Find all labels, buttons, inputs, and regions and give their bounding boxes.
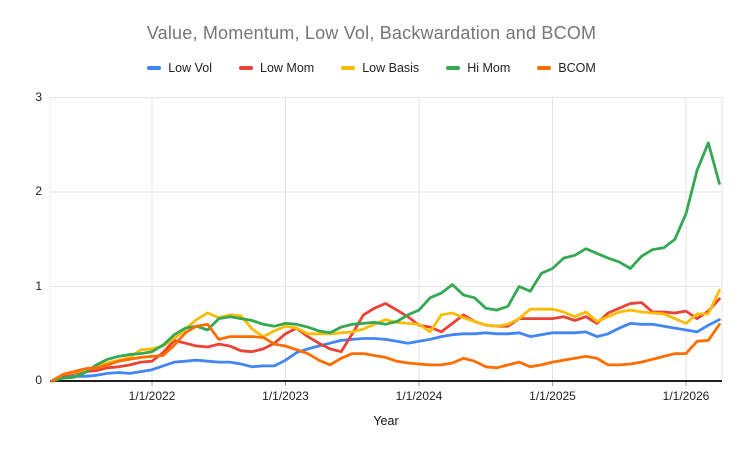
legend-item-low-vol[interactable]: Low Vol [147,61,212,75]
legend-item-low-basis[interactable]: Low Basis [341,61,419,75]
x-axis-tick-label: 1/1/2023 [262,389,309,403]
x-axis-tick-label: 1/1/2024 [395,389,443,403]
legend-item-low-mom[interactable]: Low Mom [239,61,314,75]
y-axis-tick-label: 0 [35,373,42,387]
x-axis-tick-label: 1/1/2025 [529,389,576,403]
x-axis-tick-label: 1/1/2022 [128,389,176,403]
x-axis-tick-label: 1/1/2026 [662,389,710,403]
series-line-low-vol [50,318,721,383]
series-line-hi-mom [50,141,721,383]
legend-swatch-icon [537,66,552,70]
y-axis-tick-label: 2 [35,184,42,198]
chart-title: Value, Momentum, Low Vol, Backwardation … [146,23,597,43]
legend-swatch-icon [341,66,356,70]
series-line-low-mom [50,297,721,383]
legend-item-bcom[interactable]: BCOM [537,61,596,75]
legend-item-label: Hi Mom [467,61,511,75]
legend-item-label: BCOM [558,61,596,75]
legend-item-label: Low Mom [260,61,315,75]
legend-swatch-icon [147,66,162,70]
series-line-bcom [50,322,721,383]
legend-swatch-icon [239,66,254,70]
x-axis-title: Year [373,414,399,428]
legend: Low Vol Low Mom Low Basis Hi Mom BCOM [0,61,743,75]
y-axis-tick-label: 3 [35,89,42,104]
legend-item-label: Low Basis [362,61,420,75]
legend-item-label: Low Vol [168,61,213,75]
legend-swatch-icon [446,66,461,70]
y-axis-tick-label: 1 [35,278,42,293]
legend-item-hi-mom[interactable]: Hi Mom [446,61,510,75]
